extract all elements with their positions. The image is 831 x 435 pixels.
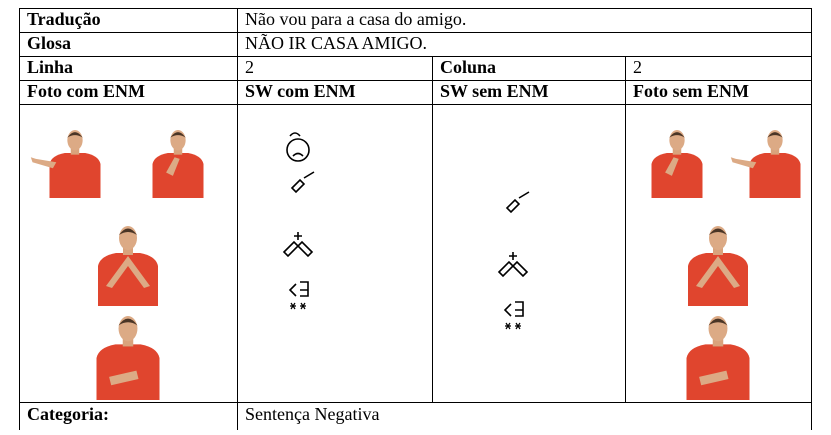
sw-contact <box>288 281 309 297</box>
hand <box>665 157 679 176</box>
hair <box>67 132 83 138</box>
hair <box>170 132 186 138</box>
cell-text: Não vou para a casa do amigo. <box>245 9 466 29</box>
sw-asterisk <box>300 302 306 310</box>
column-header: SW com ENM <box>245 81 356 101</box>
shirt <box>152 152 204 198</box>
arms <box>696 256 740 288</box>
hair <box>669 132 685 138</box>
sw-asterisk <box>290 302 296 310</box>
sw-contact <box>503 301 524 317</box>
shirt <box>688 253 748 306</box>
hair <box>708 318 728 326</box>
shirt <box>651 152 703 198</box>
sw-hands-roof <box>497 252 529 278</box>
person-photo <box>688 226 748 306</box>
column-header: Foto com ENM <box>27 81 145 101</box>
neck <box>122 337 134 347</box>
hair <box>119 228 137 235</box>
shirt <box>749 152 801 198</box>
sw-mouth <box>292 152 304 157</box>
cell-text: Sentença Negativa <box>245 404 379 424</box>
cell-text: 2 <box>245 57 254 77</box>
row-label: Categoria: <box>27 404 109 424</box>
neck <box>70 147 80 155</box>
row-label: Glosa <box>27 33 71 53</box>
hair <box>767 132 783 138</box>
person-photo <box>152 130 204 198</box>
neck <box>672 147 682 155</box>
shirt <box>98 253 158 306</box>
hair <box>709 228 727 235</box>
column-header: Foto sem ENM <box>633 81 749 101</box>
hair <box>118 318 138 326</box>
hand <box>109 370 139 386</box>
hand <box>699 370 729 386</box>
photos <box>30 130 801 400</box>
sw-asterisk <box>515 322 521 330</box>
row-label: Tradução <box>27 9 101 29</box>
person-photo <box>30 130 101 198</box>
neck <box>770 147 780 155</box>
sw-hand <box>290 171 315 194</box>
shirt <box>49 152 101 198</box>
row-label: Linha <box>27 57 73 77</box>
neck <box>173 147 183 155</box>
person-photo <box>730 130 801 198</box>
row-label: Coluna <box>440 57 496 77</box>
hand <box>166 157 180 176</box>
arm <box>30 157 57 169</box>
cell-text: NÃO IR CASA AMIGO. <box>245 32 427 53</box>
shirt <box>96 344 160 400</box>
arm <box>730 157 757 169</box>
signwriting <box>282 132 530 330</box>
person-photo <box>686 316 750 400</box>
sw-asterisk <box>505 322 511 330</box>
shirt <box>686 344 750 400</box>
table-borders <box>19 8 812 430</box>
column-header: SW sem ENM <box>440 81 549 101</box>
sw-hands-roof <box>282 232 314 258</box>
cell-text: 2 <box>633 57 642 77</box>
arms <box>106 256 150 288</box>
sw-hand <box>505 191 530 214</box>
person-photo <box>651 130 703 198</box>
neck <box>713 246 723 255</box>
sw-movement <box>289 132 301 137</box>
neck <box>123 246 133 255</box>
person-photo <box>96 316 160 400</box>
sw-face <box>286 138 310 162</box>
neck <box>712 337 724 347</box>
person-photo <box>98 226 158 306</box>
